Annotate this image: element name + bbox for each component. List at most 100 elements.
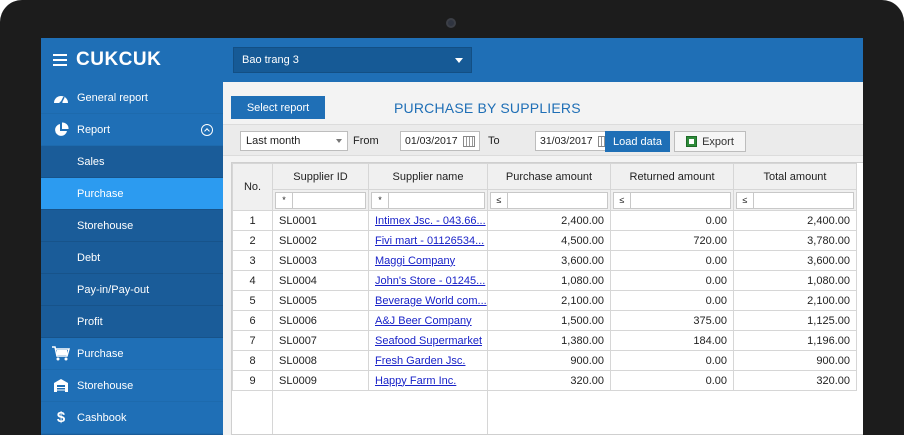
collapse-icon[interactable]	[201, 124, 213, 136]
filter-input[interactable]	[631, 191, 731, 209]
branch-value: Bao trang 3	[242, 54, 299, 66]
filter-input[interactable]	[754, 191, 854, 209]
filter-purchase-amount: ≤	[487, 189, 611, 211]
sidebar-item-label: Purchase	[77, 187, 124, 200]
sidebar-subitem-sales[interactable]: Sales	[41, 146, 223, 178]
returned-amount: 375.00	[610, 310, 734, 331]
supplier-name-link[interactable]: Maggi Company	[375, 254, 456, 267]
filter-input[interactable]	[508, 191, 608, 209]
filter-supplier-id: *	[272, 189, 369, 211]
total-amount: 320.00	[733, 370, 857, 391]
table-row[interactable]: 1 SL0001 Intimex Jsc. - 043.66... 2,400.00 0…	[232, 210, 857, 231]
row-number: 9	[232, 370, 273, 391]
sidebar-item-cashbook[interactable]: $ Cashbook	[41, 402, 223, 434]
dollar-icon: $	[56, 409, 66, 426]
select-report-button[interactable]: Select report	[231, 96, 325, 119]
table-row[interactable]: 6 SL0006 A&J Beer Company 1,500.00 375.00 1,1…	[232, 310, 857, 331]
top-bar: CUKCUK Bao trang 3	[41, 38, 863, 82]
supplier-name-link[interactable]: A&J Beer Company	[375, 314, 472, 327]
filter-operator[interactable]: *	[371, 191, 389, 209]
sidebar: General report Report Sales Purchase Sto…	[41, 82, 223, 435]
filter-operator[interactable]: ≤	[490, 191, 508, 209]
table-row[interactable]: 2 SL0002 Fivi mart - 01126534... 4,500.00 72…	[232, 230, 857, 251]
supplier-id: SL0001	[272, 210, 369, 231]
from-date-input[interactable]: 01/03/2017	[400, 131, 480, 151]
column-header-supplier-id[interactable]: Supplier ID	[272, 163, 369, 190]
sidebar-item-label: Debt	[77, 251, 101, 264]
column-header-purchase-amount[interactable]: Purchase amount	[487, 163, 611, 190]
returned-amount: 184.00	[610, 330, 734, 351]
export-button[interactable]: Export	[674, 131, 746, 152]
sidebar-subitem-storehouse[interactable]: Storehouse	[41, 210, 223, 242]
purchase-amount: 900.00	[487, 350, 611, 371]
supplier-name-link[interactable]: John's Store - 01245...	[375, 274, 486, 287]
to-label: To	[488, 135, 500, 147]
sidebar-item-report[interactable]: Report	[41, 114, 223, 146]
row-number: 3	[232, 250, 273, 271]
returned-amount: 0.00	[610, 250, 734, 271]
camera-icon	[446, 18, 456, 28]
column-header-supplier-name[interactable]: Supplier name	[368, 163, 488, 190]
period-select[interactable]: Last month	[240, 131, 348, 151]
column-header-total-amount[interactable]: Total amount	[733, 163, 857, 190]
supplier-id: SL0003	[272, 250, 369, 271]
row-number: 2	[232, 230, 273, 251]
table-row[interactable]: 9 SL0009 Happy Farm Inc. 320.00 0.00 320.00	[232, 370, 857, 391]
report-title: PURCHASE BY SUPPLIERS	[394, 100, 581, 116]
sidebar-item-label: Profit	[77, 315, 103, 328]
sidebar-subitem-purchase[interactable]: Purchase	[41, 178, 223, 210]
filter-operator[interactable]: ≤	[736, 191, 754, 209]
sidebar-item-storehouse[interactable]: Storehouse	[41, 370, 223, 402]
row-number: 5	[232, 290, 273, 311]
supplier-name-link[interactable]: Beverage World com...	[375, 294, 487, 307]
chevron-down-icon	[336, 139, 342, 143]
supplier-name-link[interactable]: Intimex Jsc. - 043.66...	[375, 214, 486, 227]
branch-select[interactable]: Bao trang 3	[233, 47, 472, 73]
supplier-name-link[interactable]: Fivi mart - 01126534...	[375, 234, 485, 247]
table-row[interactable]: 7 SL0007 Seafood Supermarket 1,380.00 184.00…	[232, 330, 857, 351]
sidebar-subitem-pay-in-pay-out[interactable]: Pay-in/Pay-out	[41, 274, 223, 306]
table-row[interactable]: 4 SL0004 John's Store - 01245... 1,080.00 0.…	[232, 270, 857, 291]
filter-input[interactable]	[389, 191, 485, 209]
filter-supplier-name: *	[368, 189, 488, 211]
sidebar-item-label: Sales	[77, 155, 105, 168]
row-number: 1	[232, 210, 273, 231]
row-number: 6	[232, 310, 273, 331]
table-row[interactable]: 3 SL0003 Maggi Company 3,600.00 0.00 3,600.00	[232, 250, 857, 271]
calendar-icon[interactable]	[463, 135, 475, 147]
filter-operator[interactable]: ≤	[613, 191, 631, 209]
supplier-name-link[interactable]: Fresh Garden Jsc.	[375, 354, 466, 367]
to-date-input[interactable]: 31/03/2017	[535, 131, 615, 151]
supplier-name-cell: Intimex Jsc. - 043.66...	[368, 210, 488, 231]
filter-input[interactable]	[293, 191, 366, 209]
row-number: 7	[232, 330, 273, 351]
total-amount: 900.00	[733, 350, 857, 371]
sidebar-item-label: Purchase	[77, 347, 124, 360]
warehouse-icon	[51, 376, 71, 396]
sidebar-subitem-debt[interactable]: Debt	[41, 242, 223, 274]
table-row[interactable]: 8 SL0008 Fresh Garden Jsc. 900.00 0.00 900.00	[232, 350, 857, 371]
sidebar-item-general-report[interactable]: General report	[41, 82, 223, 114]
returned-amount: 0.00	[610, 210, 734, 231]
sidebar-subitem-profit[interactable]: Profit	[41, 306, 223, 338]
pie-chart-icon	[51, 120, 71, 140]
purchase-amount: 2,400.00	[487, 210, 611, 231]
total-amount: 3,600.00	[733, 250, 857, 271]
filter-operator[interactable]: *	[275, 191, 293, 209]
from-label: From	[353, 135, 379, 147]
supplier-name-link[interactable]: Happy Farm Inc.	[375, 374, 457, 387]
grid-column-divider	[272, 163, 273, 434]
supplier-name-cell: Fresh Garden Jsc.	[368, 350, 488, 371]
supplier-name-cell: A&J Beer Company	[368, 310, 488, 331]
filter-toolbar: Last month From 01/03/2017 To 31/03/2017…	[223, 124, 863, 156]
load-data-button[interactable]: Load data	[605, 131, 670, 152]
table-row[interactable]: 5 SL0005 Beverage World com... 2,100.00 0.00…	[232, 290, 857, 311]
from-date-value: 01/03/2017	[405, 135, 458, 147]
grid-body: 1 SL0001 Intimex Jsc. - 043.66... 2,400.00 0…	[232, 210, 857, 391]
column-header-returned-amount[interactable]: Returned amount	[610, 163, 734, 190]
supplier-name-link[interactable]: Seafood Supermarket	[375, 334, 483, 347]
column-header-no[interactable]: No.	[232, 163, 273, 211]
menu-icon[interactable]	[53, 54, 67, 66]
excel-icon	[686, 136, 698, 147]
sidebar-item-purchase[interactable]: Purchase	[41, 338, 223, 370]
